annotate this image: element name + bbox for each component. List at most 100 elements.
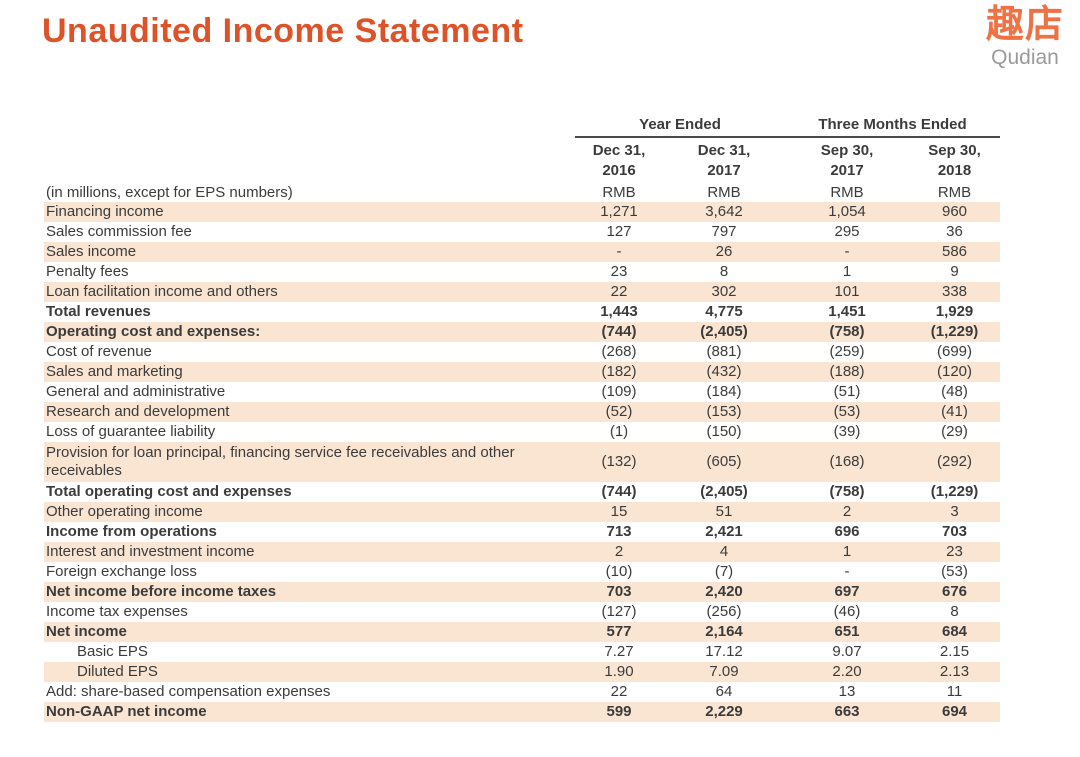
row-label: Financing income [46, 203, 164, 220]
cell-value: (132) [601, 453, 637, 470]
cell-value: 2.20 [832, 663, 862, 680]
cell-value: - [844, 563, 850, 580]
table-row: Diluted EPS 1.90 7.09 2.20 2.13 [44, 662, 1001, 682]
unit-label: RMB [830, 183, 864, 201]
table-row: Net income 577 2,164 651 684 [44, 622, 1001, 642]
row-label: Non-GAAP net income [46, 703, 207, 720]
row-label: Research and development [46, 403, 230, 420]
table-row: Loan facilitation income and others 22 302… [44, 282, 1001, 302]
cell-value: (699) [937, 343, 973, 360]
unit-label: RMB [937, 183, 972, 201]
unit-row: (in millions, except for EPS numbers) RM… [44, 182, 1000, 202]
table-header: Year Ended Three Months Ended Dec 31, 201… [44, 110, 1001, 202]
cell-value: 1,271 [600, 203, 638, 220]
cell-value: 2,229 [705, 703, 743, 720]
row-label: Loan facilitation income and others [46, 283, 278, 300]
cell-value: (256) [706, 603, 742, 620]
cell-value: (184) [706, 383, 742, 400]
cell-value: (153) [706, 403, 742, 420]
cell-value: 13 [838, 683, 856, 700]
cell-value: 1 [842, 543, 852, 560]
cell-value: 8 [950, 603, 959, 620]
cell-value: (7) [714, 563, 734, 580]
cell-value: 295 [834, 223, 860, 240]
column-header-1: Dec 31, 2016 [592, 141, 646, 179]
cell-value: (2,405) [700, 483, 748, 500]
cell-value: 684 [942, 623, 968, 640]
cell-value: 22 [610, 283, 628, 300]
cell-value: (292) [937, 453, 973, 470]
row-label: Total operating cost and expenses [46, 483, 292, 500]
table-row: Total revenues 1,443 4,775 1,451 1,929 [44, 302, 1000, 322]
table-row: Penalty fees 23 8 1 9 [44, 262, 1000, 282]
table-row: Operating cost and expenses: (744) (2,405)… [44, 322, 1001, 342]
cell-value: (758) [829, 323, 865, 340]
row-label: Penalty fees [46, 263, 129, 280]
cell-value: 960 [942, 203, 968, 220]
cell-value: 2,164 [705, 623, 743, 640]
unit-label: RMB [707, 183, 741, 201]
cell-value: 4,775 [705, 303, 743, 320]
date-header-row: Dec 31, 2016 Dec 31, 2017 Sep 30, 2017 Sep 30,… [44, 137, 1000, 182]
cell-value: (432) [706, 363, 742, 380]
table-row: Basic EPS 7.27 17.12 9.07 2.15 [44, 642, 1000, 662]
cell-value: 586 [942, 243, 968, 260]
qudian-logo-cn-icon: 趣店 [985, 4, 1064, 46]
cell-value: (46) [833, 603, 861, 620]
table-row: Loss of guarantee liability (1) (150) (39) (… [44, 422, 1000, 442]
cell-value: (1,229) [930, 483, 979, 500]
cell-value: (268) [601, 343, 637, 360]
cell-value: 1 [842, 263, 852, 280]
cell-value: 1,443 [600, 303, 638, 320]
row-label: Sales commission fee [46, 223, 192, 240]
row-label: Operating cost and expenses: [46, 323, 261, 340]
cell-value: 64 [715, 683, 733, 700]
cell-value: (2,405) [700, 323, 748, 340]
cell-value: 696 [834, 523, 860, 540]
cell-value: (188) [829, 363, 865, 380]
cell-value: 1.90 [604, 663, 634, 680]
table-row: Income tax expenses (127) (256) (46) 8 [44, 602, 1000, 622]
header-spacer [44, 137, 575, 182]
cell-value: (48) [941, 383, 968, 400]
cell-value: 663 [834, 703, 860, 720]
cell-value: 2,420 [705, 583, 743, 600]
cell-value: 1,054 [828, 203, 866, 220]
group-header-year-ended: Year Ended [575, 110, 786, 138]
row-label: General and administrative [46, 383, 226, 400]
cell-value: 9.07 [832, 643, 862, 660]
cell-value: 9 [950, 263, 959, 280]
cell-value: 36 [946, 223, 963, 240]
row-label: Other operating income [46, 503, 203, 520]
cell-value: 15 [610, 503, 628, 520]
row-label: Loss of guarantee liability [46, 423, 216, 440]
table-row: Cost of revenue (268) (881) (259) (699) [44, 342, 1000, 362]
cell-value: (744) [601, 483, 637, 500]
cell-value: (29) [941, 423, 968, 440]
table-row: General and administrative (109) (184) (51)… [44, 382, 1000, 402]
cell-value: (52) [605, 403, 633, 420]
table-row: Non-GAAP net income 599 2,229 663 694 [44, 702, 1001, 722]
column-header-4: Sep 30, 2018 [928, 141, 981, 179]
cell-value: 127 [606, 223, 632, 240]
cell-value: 23 [946, 543, 963, 560]
cell-value: 4 [719, 543, 729, 560]
row-label: Net income [46, 623, 127, 640]
cell-value: 676 [942, 583, 968, 600]
cell-value: 17.12 [705, 643, 743, 660]
cell-value: (41) [941, 403, 968, 420]
cell-value: (259) [829, 343, 865, 360]
cell-value: 599 [606, 703, 632, 720]
cell-value: 2.15 [939, 643, 970, 660]
table-row: Net income before income taxes 703 2,420 69… [44, 582, 1001, 602]
cell-value: (744) [601, 323, 637, 340]
cell-value: (182) [601, 363, 637, 380]
cell-value: 577 [606, 623, 632, 640]
table-row: Financing income 1,271 3,642 1,054 960 [44, 202, 1001, 222]
cell-value: (53) [833, 403, 861, 420]
cell-value: (53) [941, 563, 968, 580]
group-header-row: Year Ended Three Months Ended [44, 110, 1001, 138]
row-label: Sales income [46, 243, 137, 260]
row-label: Income from operations [46, 523, 217, 540]
cell-value: 23 [610, 263, 628, 280]
